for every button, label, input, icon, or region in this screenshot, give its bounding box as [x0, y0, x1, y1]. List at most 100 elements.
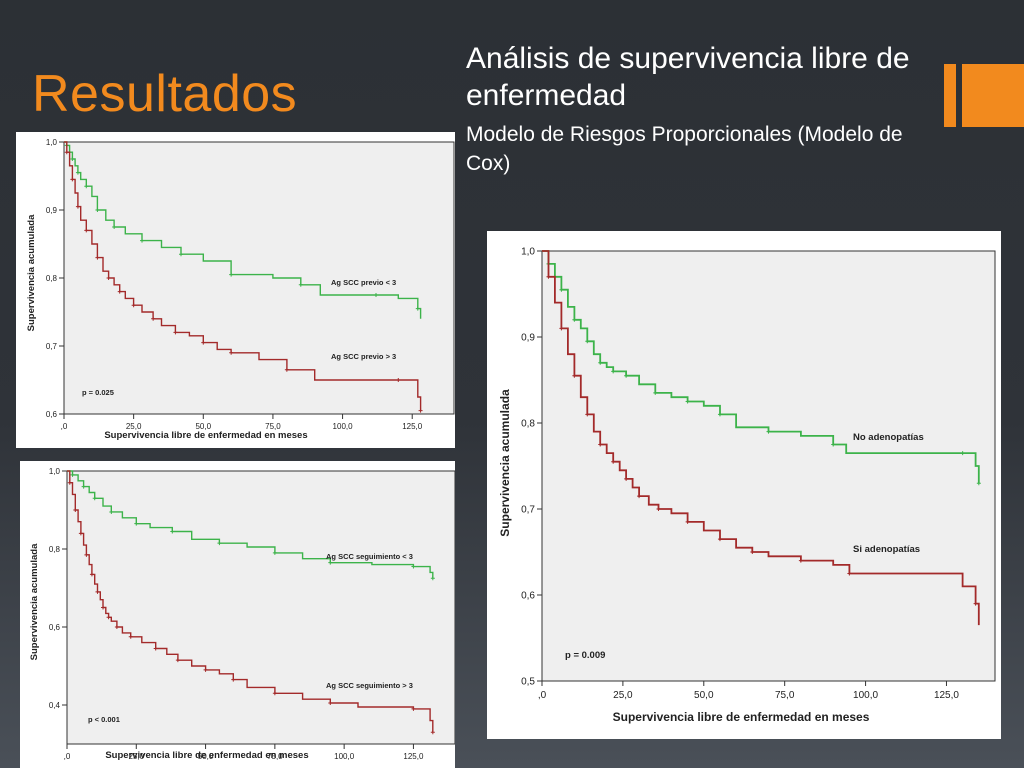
p-value-annotation: p = 0.025: [82, 388, 114, 397]
slide-title: Resultados: [32, 65, 298, 123]
legend-label-ag-scc-seguimiento-3: Ag SCC seguimiento > 3: [326, 681, 413, 690]
censor-mark: [611, 459, 616, 464]
censor-mark: [411, 564, 416, 569]
censor-mark: [95, 589, 100, 594]
censor-mark: [175, 658, 180, 663]
censor-mark: [766, 429, 771, 434]
x-tick-label: 25,0: [613, 690, 633, 701]
x-axis-label: Supervivencia libre de enfermedad en mes…: [104, 430, 307, 441]
censor-mark: [84, 184, 89, 189]
censor-mark: [831, 442, 836, 447]
slide-subheading: Modelo de Riesgos Proporcionales (Modelo…: [466, 123, 903, 175]
censor-mark: [95, 255, 100, 260]
censor-mark: [637, 494, 642, 499]
km-chart-2: 0,4 0,6 0,8 1,0 ,0 25,0 50,0 75,0 100,0 125,0 Supe…: [29, 467, 455, 761]
censor-mark: [106, 615, 111, 620]
x-tick-label: 125,0: [402, 422, 423, 431]
accent-bar-wide: [962, 64, 1024, 127]
censor-mark: [328, 560, 333, 565]
censor-mark: [418, 408, 423, 413]
censor-mark: [217, 541, 222, 546]
censor-mark: [585, 412, 590, 417]
censor-mark: [624, 373, 629, 378]
censor-mark: [750, 550, 755, 554]
legend-label-ag-scc-seguimiento-3: Ag SCC seguimiento < 3: [326, 552, 413, 561]
y-tick-label: 0,9: [46, 206, 58, 215]
series-line-no-adenopatias: [542, 250, 980, 484]
censor-mark: [559, 287, 564, 292]
censor-mark: [84, 228, 89, 233]
censor-mark: [559, 326, 564, 331]
censor-mark: [151, 316, 156, 321]
censor-mark: [81, 484, 86, 489]
censor-mark: [203, 667, 208, 672]
y-tick-label: 0,6: [46, 410, 58, 419]
censor-mark: [284, 367, 289, 372]
censor-mark: [70, 472, 75, 477]
censor-mark: [70, 177, 75, 182]
censor-mark: [173, 330, 178, 335]
x-axis-label: Supervivencia libre de enfermedad en mes…: [613, 710, 870, 724]
x-tick-label: 75,0: [775, 690, 795, 701]
y-axis-label: Supervivencia acumulada: [26, 214, 37, 331]
plot-area: [63, 141, 455, 415]
x-tick-label: 50,0: [198, 752, 214, 761]
y-tick-label: 0,9: [521, 333, 535, 344]
chart-panel-ag-scc-seguimiento: 0,4 0,6 0,8 1,0 ,0 25,0 50,0 75,0 100,0 125,0 Supe…: [20, 461, 455, 768]
y-tick-label: 0,7: [46, 342, 58, 351]
censor-mark: [546, 274, 551, 279]
plot-area: [66, 470, 455, 745]
x-tick-label: 100,0: [853, 690, 878, 701]
censor-mark: [572, 317, 577, 322]
y-tick-label: 0,8: [46, 274, 58, 283]
censor-mark: [89, 572, 94, 577]
y-axis-label: Supervivencia acumulada: [498, 389, 512, 537]
x-tick-label: 50,0: [694, 690, 714, 701]
chart-panel-ag-scc-previo: 0,6 0,7 0,8 0,9 1,0 ,0 25,0 50,0 75,0 100,0 125,0 S…: [16, 132, 455, 448]
censor-mark: [598, 360, 603, 365]
chart-panel-adenopatias: 0,5 0,6 0,7 0,8 0,9 1,0 ,0 25,0 50,0 75,0 100,0 125…: [487, 231, 1001, 739]
x-tick-label: 25,0: [128, 752, 144, 761]
censor-mark: [179, 252, 183, 257]
censor-mark: [598, 442, 603, 447]
censor-mark: [685, 519, 690, 524]
legend-label-ag-scc-previo-3: Ag SCC previo < 3: [331, 278, 396, 287]
censor-mark: [231, 677, 236, 682]
censor-mark: [585, 339, 590, 344]
censor-mark: [67, 480, 72, 485]
censor-mark: [75, 170, 80, 175]
p-value-annotation: p = 0.009: [565, 650, 605, 661]
y-axis-label: Supervivencia acumulada: [29, 543, 40, 660]
censor-mark: [611, 369, 616, 374]
censor-mark: [140, 238, 144, 243]
censor-mark: [624, 476, 629, 481]
x-tick-label: 125,0: [403, 752, 424, 761]
censor-mark: [396, 378, 401, 382]
censor-mark: [106, 276, 111, 280]
y-tick-label: 1,0: [46, 138, 58, 147]
y-tick-label: 0,4: [49, 701, 61, 710]
series-line-ag-scc-previo-3: [64, 141, 422, 411]
y-tick-label: 0,8: [49, 545, 61, 554]
legend-label-no-adenopatias: No adenopatías: [853, 432, 924, 443]
censor-mark: [411, 706, 416, 711]
legend-label-si-adenopatias: Si adenopatías: [853, 544, 920, 555]
plot-area: [541, 250, 996, 682]
censor-mark: [685, 399, 690, 404]
accent-bar-thin: [944, 64, 956, 127]
censor-mark: [92, 496, 97, 501]
censor-mark: [415, 306, 420, 311]
censor-mark: [328, 701, 333, 706]
legend-label-ag-scc-previo-3: Ag SCC previo > 3: [331, 352, 396, 361]
y-tick-label: 0,5: [521, 677, 535, 688]
censor-mark: [70, 157, 75, 161]
censor-mark: [112, 225, 117, 229]
censor-mark: [117, 289, 122, 294]
censor-mark: [95, 208, 100, 212]
censor-mark: [84, 552, 89, 557]
censor-mark: [170, 529, 175, 534]
slide-heading: Análisis de supervivencia libre de enfer…: [466, 42, 910, 112]
censor-mark: [101, 605, 106, 610]
x-tick-label: 125,0: [934, 690, 959, 701]
x-axis-label: Supervivencia libre de enfermedad en mes…: [105, 750, 308, 761]
